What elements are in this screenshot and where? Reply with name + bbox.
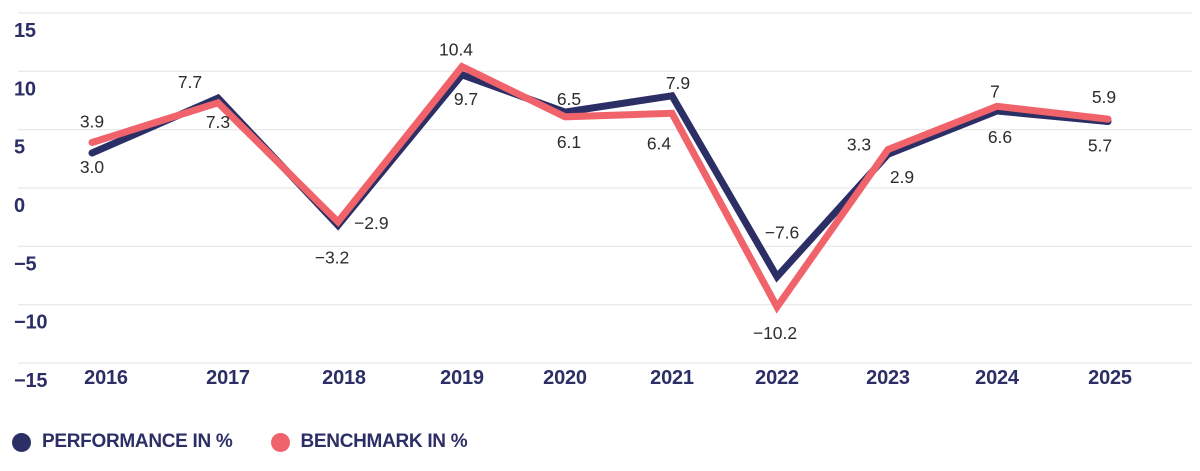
x-axis-year-label: 2019 [440,367,484,389]
x-axis-year-label: 2017 [206,367,250,389]
x-axis-year-label: 2023 [866,367,910,389]
performance-data-label: −3.2 [315,247,350,267]
benchmark-data-label: 7.3 [206,112,230,132]
benchmark-data-label: 3.3 [847,135,871,155]
x-axis-year-label: 2016 [84,367,128,389]
legend-label-performance: PERFORMANCE IN % [42,431,233,452]
benchmark-data-label: −2.9 [354,213,389,233]
performance-data-label: 5.7 [1088,136,1112,156]
x-axis-year-label: 2022 [755,367,799,389]
performance-data-label: 7.7 [178,72,202,92]
x-axis-year-label: 2020 [543,367,587,389]
benchmark-data-label: 10.4 [439,40,473,60]
y-axis-tick-label: −5 [14,253,36,275]
benchmark-data-label: 6.4 [647,133,672,153]
y-axis-tick-label: −10 [14,312,47,334]
performance-data-label: −7.6 [765,223,800,243]
legend-item-performance: PERFORMANCE IN % [12,431,233,453]
benchmark-data-label: 3.9 [80,112,104,132]
line-chart-canvas: 15 10 5 0 −5 −10 −15 2016 2017 2018 2019 2020 2021 20… [14,12,1192,392]
performance-data-label: 2.9 [890,167,914,187]
y-axis-tick-label: −15 [14,370,47,392]
y-axis-tick-label: 5 [14,137,25,159]
legend-label-benchmark: BENCHMARK IN % [300,431,468,452]
performance-data-label: 9.7 [454,89,478,109]
benchmark-data-label: 5.9 [1092,87,1116,107]
chart-legend: PERFORMANCE IN % BENCHMARK IN % [12,431,468,453]
benchmark-data-label: 7 [990,81,1000,101]
y-axis-tick-label: 0 [14,195,25,217]
y-axis-tick-label: 10 [14,78,36,100]
benchmark-data-label: −10.2 [753,323,797,343]
x-axis-year-label: 2018 [322,367,366,389]
benchmark-series-dot-icon [270,432,290,452]
performance-data-label: 3.0 [80,157,105,177]
performance-data-label: 7.9 [666,73,690,93]
performance-data-label: 6.6 [988,127,1012,147]
benchmark-data-label: 6.1 [557,132,581,152]
performance-series-dot-icon [12,432,31,452]
x-axis-year-label: 2024 [975,367,1020,389]
performance-data-label: 6.5 [557,89,581,109]
y-axis-tick-label: 15 [14,20,36,42]
benchmark-line [88,62,1112,314]
x-axis-year-label: 2021 [650,367,694,389]
x-axis-year-label: 2025 [1088,367,1132,389]
legend-item-benchmark: BENCHMARK IN % [270,431,468,453]
